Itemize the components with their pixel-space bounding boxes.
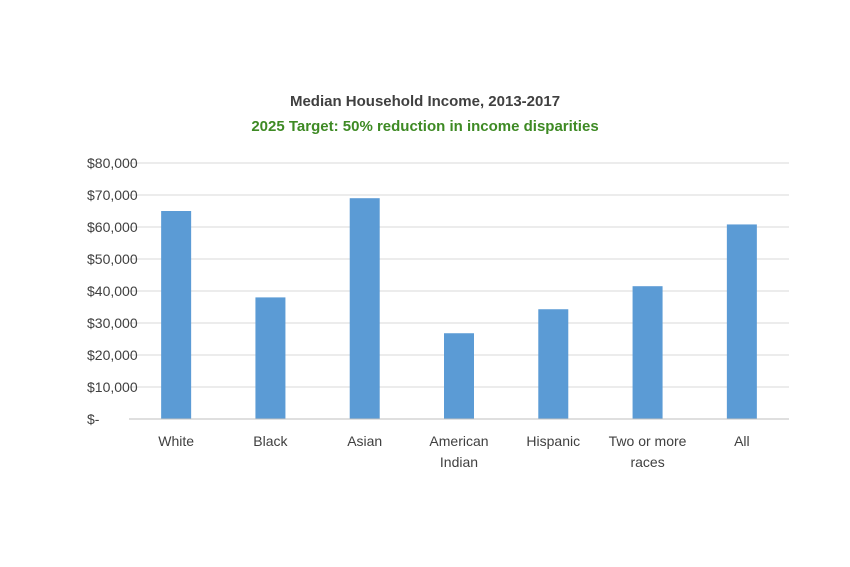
y-tick-label: $60,000	[87, 219, 138, 235]
y-tick-label: $40,000	[87, 283, 138, 299]
y-tick-label: $70,000	[87, 187, 138, 203]
x-tick-label: Indian	[440, 454, 478, 470]
y-tick-label: $10,000	[87, 379, 138, 395]
bars	[161, 198, 757, 419]
x-tick-label: All	[734, 433, 750, 449]
x-tick-label: Hispanic	[526, 433, 580, 449]
y-tick-label: $-	[87, 411, 100, 427]
x-tick-label: Two or more	[609, 433, 687, 449]
chart-title: Median Household Income, 2013-2017	[289, 93, 561, 110]
y-axis-ticks: $- $10,000 $20,000 $30,000 $40,000 $50,000 $60…	[87, 155, 138, 427]
y-tick-label: $30,000	[87, 315, 138, 331]
x-tick-label: Asian	[347, 433, 382, 449]
x-tick-label: races	[630, 454, 664, 470]
bar	[726, 224, 757, 419]
y-tick-label: $20,000	[87, 347, 138, 363]
bar	[161, 211, 192, 419]
chart-subtitle: 2025 Target: 50% reduction in income dis…	[251, 118, 599, 135]
x-axis-ticks: White Black Asian American Indian Hispanic Two…	[158, 433, 749, 470]
bar	[444, 333, 474, 419]
bar	[255, 297, 286, 419]
bar	[349, 198, 380, 419]
x-tick-label: American	[429, 433, 488, 449]
y-tick-label: $50,000	[87, 251, 138, 267]
y-tick-label: $80,000	[87, 155, 138, 171]
x-tick-label: White	[158, 433, 194, 449]
bar	[538, 309, 569, 419]
bar	[632, 286, 663, 419]
gridlines	[129, 162, 789, 388]
x-tick-label: Black	[253, 433, 288, 449]
